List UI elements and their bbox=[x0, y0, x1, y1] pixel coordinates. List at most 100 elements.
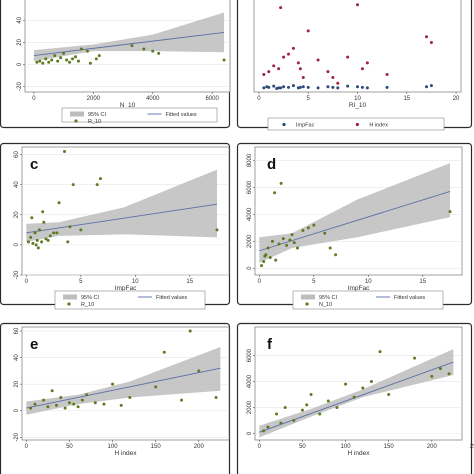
data-point bbox=[356, 3, 359, 7]
legend: 95% CI Fitted values N_10 bbox=[292, 290, 444, 310]
x-axis-label: ImpFac bbox=[115, 285, 137, 292]
data-point bbox=[36, 246, 40, 250]
data-point bbox=[59, 56, 63, 60]
legend: 95% CI Fitted values R_10 bbox=[54, 290, 206, 310]
legend-label: 95% CI bbox=[88, 112, 107, 118]
data-point bbox=[346, 55, 350, 59]
data-point bbox=[63, 406, 67, 410]
data-point bbox=[97, 54, 101, 58]
legend-label: 95% CI bbox=[319, 295, 338, 301]
data-point bbox=[360, 67, 364, 71]
y-tick-label: 40 bbox=[14, 181, 20, 188]
data-point bbox=[262, 260, 266, 264]
data-point bbox=[295, 246, 299, 250]
data-point bbox=[291, 46, 295, 50]
panel-c: -20 0 20 40 60 0 5 10 15 ImpFac c 95% CI Fitted valu… bbox=[0, 142, 231, 310]
data-point bbox=[334, 253, 338, 257]
panel-label: e bbox=[30, 336, 38, 353]
x-tick-label: 15 bbox=[419, 279, 426, 285]
y-tick-label: 8000 bbox=[247, 153, 253, 167]
data-point bbox=[94, 57, 98, 61]
data-point bbox=[197, 369, 201, 373]
data-point bbox=[360, 85, 364, 89]
plot-area bbox=[253, 0, 462, 93]
x-axis-label: H index bbox=[114, 450, 137, 457]
data-point bbox=[283, 406, 287, 410]
data-point bbox=[326, 85, 330, 89]
data-point bbox=[162, 350, 166, 354]
data-point bbox=[44, 57, 48, 61]
data-point bbox=[272, 84, 276, 88]
data-point bbox=[277, 67, 281, 71]
legend-ci-swatch bbox=[70, 111, 84, 117]
data-point bbox=[31, 241, 35, 245]
data-point bbox=[267, 70, 271, 74]
x-tick-label: 5 bbox=[307, 96, 311, 102]
data-point bbox=[30, 216, 34, 220]
data-point bbox=[328, 246, 332, 250]
data-point bbox=[365, 61, 369, 65]
legend-label: ImpFac bbox=[296, 123, 315, 129]
data-point bbox=[290, 233, 294, 237]
data-point bbox=[272, 64, 276, 68]
data-point bbox=[331, 75, 335, 79]
y-tick-label: 0 bbox=[14, 408, 20, 412]
data-point bbox=[35, 60, 39, 64]
data-point bbox=[130, 44, 134, 48]
data-point bbox=[222, 58, 226, 62]
data-point bbox=[279, 6, 283, 10]
data-point bbox=[430, 374, 434, 378]
x-tick-label: 5 bbox=[79, 279, 83, 285]
data-point bbox=[29, 406, 33, 410]
data-point bbox=[323, 231, 327, 235]
y-tick-label: 6000 bbox=[247, 348, 253, 362]
data-point bbox=[301, 75, 305, 79]
panel-a: -20 0 20 40 0 2000 4000 6000 N_10 95% CI Fitted va… bbox=[0, 0, 231, 129]
data-point bbox=[154, 385, 158, 389]
data-point bbox=[309, 393, 313, 397]
x-tick-label: 10 bbox=[354, 96, 361, 102]
data-point bbox=[266, 425, 270, 429]
data-point bbox=[291, 84, 295, 88]
x-tick-label: 50 bbox=[299, 444, 306, 450]
data-point bbox=[274, 258, 278, 262]
data-point bbox=[281, 237, 285, 241]
data-point bbox=[41, 210, 45, 214]
legend-ci-swatch bbox=[301, 294, 315, 300]
data-point bbox=[35, 238, 39, 242]
data-point bbox=[55, 403, 58, 407]
legend-point-swatch bbox=[74, 119, 78, 123]
panel-b: 0 5 10 15 20 RI_10 ImpFac H index bbox=[236, 0, 473, 131]
fitted-line bbox=[26, 203, 218, 234]
data-point bbox=[277, 242, 281, 246]
panel-label: d bbox=[267, 156, 276, 173]
x-tick-label: 15 bbox=[403, 96, 410, 102]
fitted-line bbox=[259, 191, 451, 252]
data-point bbox=[80, 398, 84, 402]
x-tick-label: 0 bbox=[25, 279, 29, 285]
y-tick-label: 60 bbox=[14, 151, 20, 158]
legend-point-swatch bbox=[67, 302, 71, 306]
data-point bbox=[55, 231, 59, 235]
data-point bbox=[296, 61, 300, 65]
data-point bbox=[336, 81, 340, 85]
data-point bbox=[326, 399, 330, 403]
data-point bbox=[275, 87, 279, 91]
data-point bbox=[71, 57, 75, 61]
data-point bbox=[57, 201, 61, 205]
legend-ci-swatch bbox=[63, 294, 77, 300]
data-point bbox=[40, 240, 44, 244]
legend-point-swatch bbox=[282, 122, 286, 127]
data-point bbox=[346, 84, 350, 88]
x-tick-label: 50 bbox=[66, 444, 73, 450]
data-point bbox=[95, 183, 99, 187]
data-point bbox=[180, 398, 184, 402]
data-point bbox=[268, 255, 272, 259]
y-tick-label: 40 bbox=[17, 16, 23, 23]
data-point bbox=[119, 403, 123, 407]
legend-label: R_10 bbox=[88, 119, 101, 125]
data-point bbox=[279, 181, 283, 185]
data-point bbox=[301, 85, 305, 89]
data-point bbox=[413, 356, 417, 360]
data-point bbox=[215, 228, 219, 232]
